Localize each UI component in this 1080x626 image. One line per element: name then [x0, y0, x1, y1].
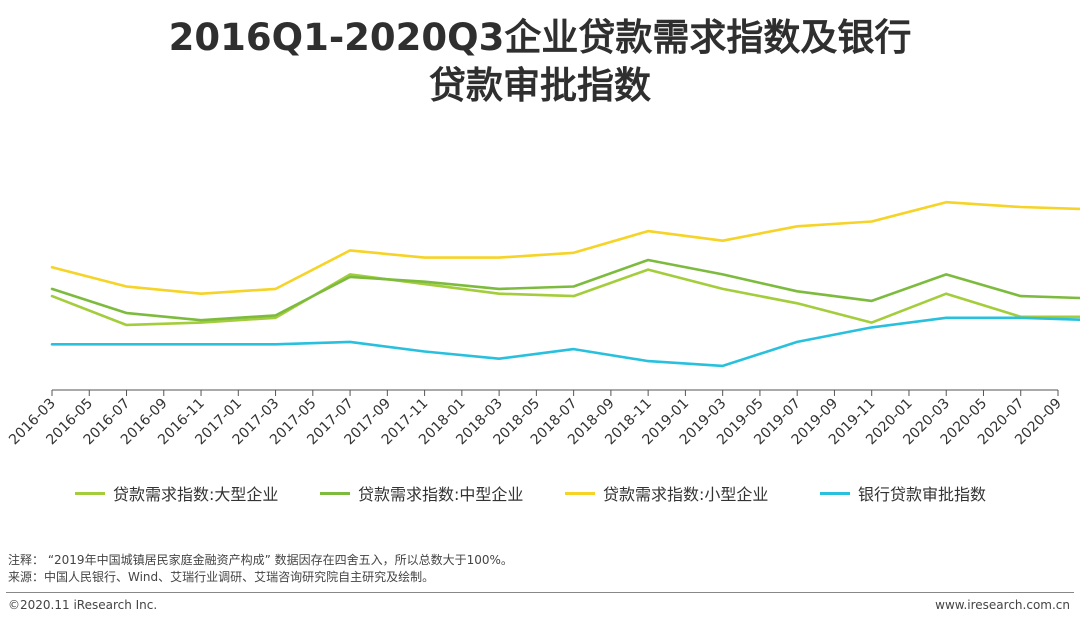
legend-label: 贷款需求指数:中型企业 — [358, 485, 524, 504]
chart-legend: 贷款需求指数:大型企业 贷款需求指数:中型企业 贷款需求指数:小型企业 银行贷款审批指… — [75, 481, 1075, 507]
chart-title-line-2: 贷款审批指数 — [429, 64, 651, 107]
legend-swatch — [565, 491, 595, 495]
chart-title-line-1: 2016Q1-2020Q3企业贷款需求指数及银行 — [168, 16, 912, 59]
legend-swatch — [820, 491, 850, 495]
series-line-4 — [50, 316, 1080, 368]
legend-label: 贷款需求指数:小型企业 — [603, 485, 769, 504]
series-line-1 — [50, 268, 1080, 327]
legend-item: 银行贷款审批指数 — [820, 481, 986, 505]
series-line-2 — [50, 258, 1080, 322]
legend-item: 贷款需求指数:中型企业 — [320, 481, 523, 505]
legend-label: 贷款需求指数:大型企业 — [113, 485, 279, 504]
website-link[interactable]: www.iresearch.com.cn — [935, 598, 1070, 612]
legend-swatch — [320, 491, 350, 495]
notes: 注释： “2019年中国城镇居民家庭金融资产构成” 数据因存在四舍五入，所以总数… — [8, 552, 513, 586]
legend-item: 贷款需求指数:大型企业 — [75, 481, 278, 505]
legend-swatch — [75, 491, 105, 495]
source-text: 来源：中国人民银行、Wind、艾瑞行业调研、艾瑞咨询研究院自主研究及绘制。 — [8, 570, 435, 584]
footer-divider — [6, 592, 1074, 593]
legend-label: 银行贷款审批指数 — [858, 485, 987, 504]
copyright-text: ©2020.11 iResearch Inc. — [8, 598, 158, 612]
legend-item: 贷款需求指数:小型企业 — [565, 481, 768, 505]
chart-title: 2016Q1-2020Q3企业贷款需求指数及银行 贷款审批指数 — [0, 14, 1080, 110]
series-line-3 — [50, 200, 1080, 296]
note-text: 注释： “2019年中国城镇居民家庭金融资产构成” 数据因存在四舍五入，所以总数… — [8, 553, 513, 567]
